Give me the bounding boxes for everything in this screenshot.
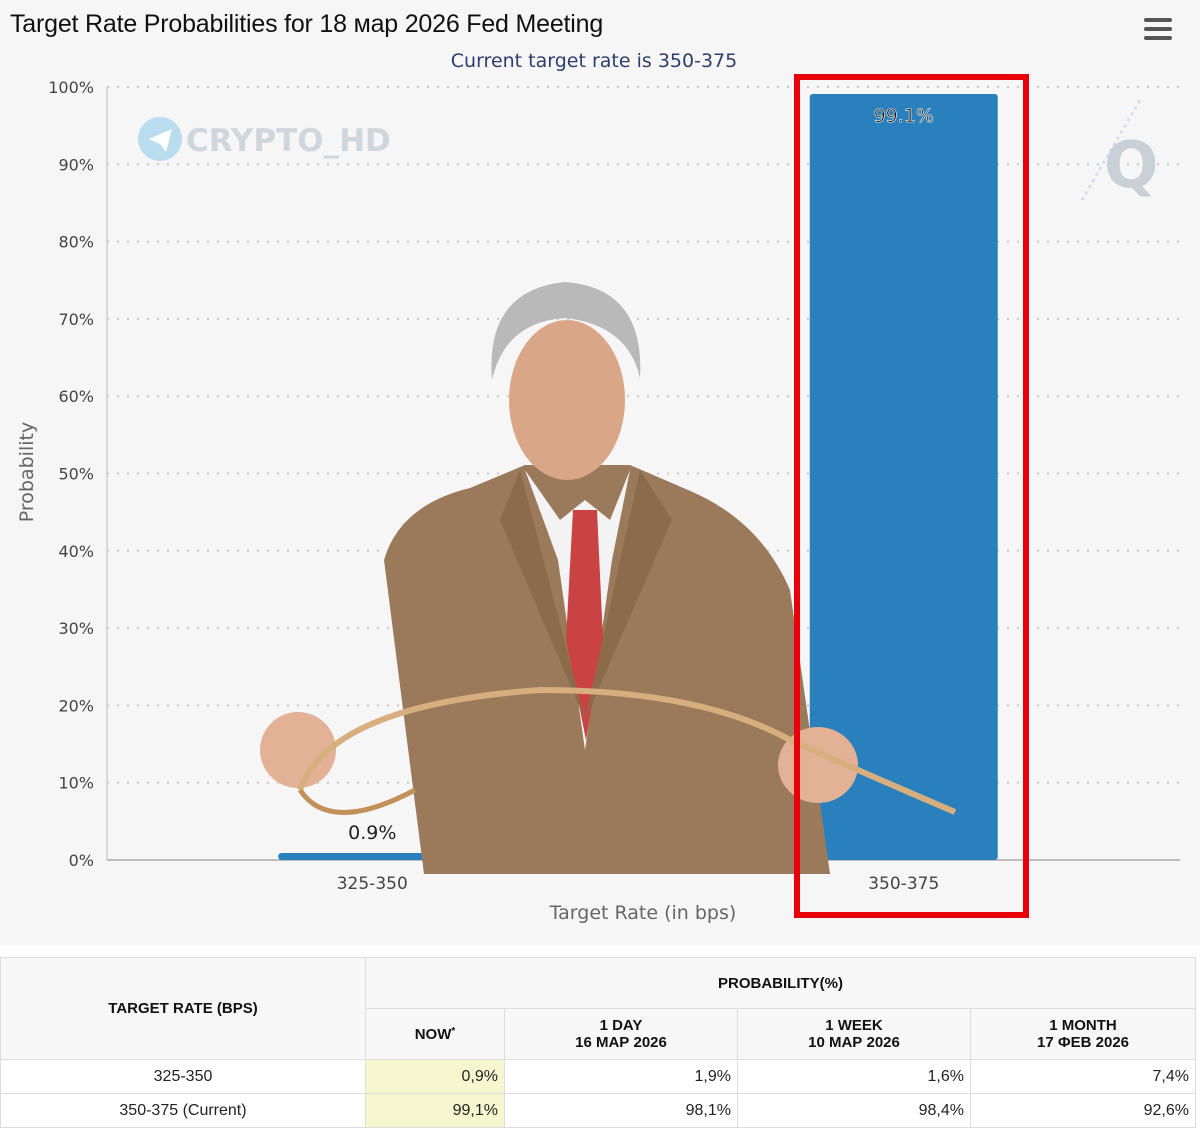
y-tick-label: 100% [48, 78, 94, 97]
probability-table-wrap: TARGET RATE (BPS) PROBABILITY(%) NOW* 1 … [0, 957, 1196, 1128]
x-tick-label: 325-350 [337, 874, 408, 894]
y-tick-label: 0% [69, 851, 94, 870]
table-row: 325-350 0,9% 1,9% 1,6% 7,4% [0, 1059, 1196, 1094]
value-cell: 1,6% [737, 1059, 971, 1094]
y-tick-label: 60% [58, 387, 94, 406]
col-header-1month: 1 MONTH 17 ФЕВ 2026 [970, 1008, 1196, 1060]
value-cell: 98,1% [504, 1093, 738, 1128]
y-tick-label: 30% [58, 619, 94, 638]
hamburger-menu-icon[interactable] [1144, 18, 1172, 42]
data-labels: 0.9% 99.1% [348, 105, 934, 844]
bar-350-375 [809, 93, 998, 860]
col-header-now: NOW* [365, 1008, 505, 1060]
chart-panel: Target Rate Probabilities for 18 мар 202… [10, 10, 1180, 924]
value-cell: 7,4% [970, 1059, 1196, 1094]
y-tick-label: 50% [58, 465, 94, 484]
highlight-box [794, 74, 1029, 918]
y-tick-labels: 0% 10% 20% 30% 40% 50% 60% 70% 80% 90% 100% [48, 78, 94, 870]
bar-325-350 [278, 853, 467, 860]
value-cell: 92,6% [970, 1093, 1196, 1128]
y-tick-label: 40% [58, 542, 94, 561]
data-label: 99.1% [874, 105, 934, 127]
y-tick-label: 10% [58, 774, 94, 793]
target-rate-header: TARGET RATE (BPS) [0, 957, 366, 1060]
value-cell-now: 99,1% [365, 1093, 505, 1128]
chart-subtitle: Current target rate is 350-375 [450, 50, 738, 72]
svg-text:Q: Q [1104, 129, 1158, 203]
col-header-1week: 1 WEEK 10 МАР 2026 [737, 1008, 971, 1060]
q-logo-icon: Q [1080, 99, 1158, 203]
bars [278, 93, 998, 860]
probability-table: TARGET RATE (BPS) PROBABILITY(%) NOW* 1 … [0, 957, 1196, 1128]
bar-chart: 0% 10% 20% 30% 40% 50% 60% 70% 80% 90% 100% CRYPTO… [16, 74, 1180, 924]
value-cell: 1,9% [504, 1059, 738, 1094]
y-axis-label: Probability [16, 422, 38, 522]
y-tick-label: 80% [58, 233, 94, 252]
y-tick-label: 90% [58, 155, 94, 174]
x-axis-label: Target Rate (in bps) [549, 902, 737, 924]
watermark-text: CRYPTO_HD [186, 123, 391, 159]
x-tick-label: 350-375 [868, 874, 939, 894]
rate-cell: 350-375 (Current) [0, 1093, 366, 1128]
rate-cell: 325-350 [0, 1059, 366, 1094]
chart-title: Target Rate Probabilities for 18 мар 202… [10, 10, 604, 38]
value-cell-now: 0,9% [365, 1059, 505, 1094]
y-tick-label: 20% [58, 696, 94, 715]
telegram-logo-icon [138, 117, 182, 161]
table-row: 350-375 (Current) 99,1% 98,1% 98,4% 92,6… [0, 1093, 1196, 1128]
x-tick-labels: 325-350 350-375 [337, 874, 940, 894]
data-label: 0.9% [348, 822, 396, 844]
y-tick-label: 70% [58, 310, 94, 329]
probability-header: PROBABILITY(%) [365, 957, 1196, 1009]
value-cell: 98,4% [737, 1093, 971, 1128]
col-header-1day: 1 DAY 16 МАР 2026 [504, 1008, 738, 1060]
